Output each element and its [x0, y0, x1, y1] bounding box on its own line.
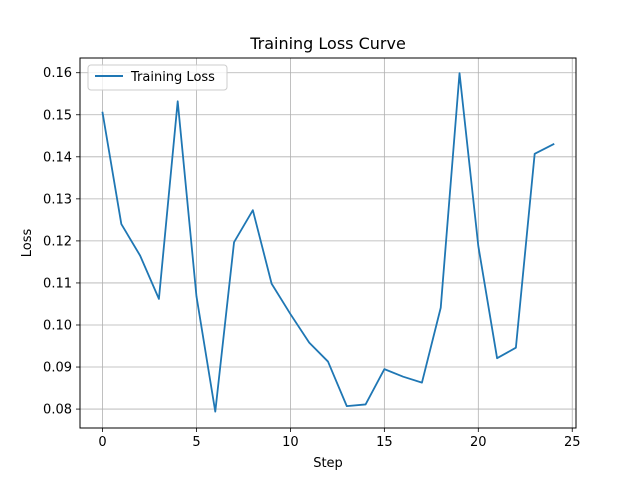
- grid-lines: [80, 58, 576, 428]
- x-tick-label: 5: [192, 435, 200, 450]
- x-tick-label: 25: [564, 435, 581, 450]
- x-tick-label: 20: [470, 435, 487, 450]
- legend-box: [87, 64, 228, 91]
- series-layer: [101, 72, 555, 413]
- y-tick-label: 0.16: [43, 66, 72, 81]
- x-tick-label: 10: [282, 435, 299, 450]
- y-tick-label: 0.14: [43, 150, 72, 165]
- y-tick-label: 0.12: [43, 234, 72, 249]
- x-tick-label: 0: [98, 435, 106, 450]
- y-tick-label: 0.08: [43, 403, 72, 418]
- legend: Training Loss: [87, 64, 228, 91]
- y-tick-label: 0.11: [43, 276, 72, 291]
- x-tick-label: 15: [376, 435, 393, 450]
- y-tick-label: 0.13: [43, 192, 72, 207]
- y-axis: 0.08 0.09 0.10 0.11 0.12 0.13 0.14 0.15 0.16: [43, 66, 80, 418]
- y-tick-label: 0.15: [43, 108, 72, 123]
- y-tick-label: 0.09: [43, 361, 72, 376]
- legend-label: Training Loss: [130, 70, 215, 85]
- y-tick-label: 0.10: [43, 318, 72, 333]
- y-axis-label: Loss: [20, 229, 35, 258]
- x-axis: 0 5 10 15 20 25: [98, 428, 581, 450]
- series-line-training-loss: [101, 72, 555, 413]
- plot-frame: [79, 57, 577, 429]
- x-axis-label: Step: [313, 456, 343, 471]
- chart-title: Training Loss Curve: [249, 34, 406, 53]
